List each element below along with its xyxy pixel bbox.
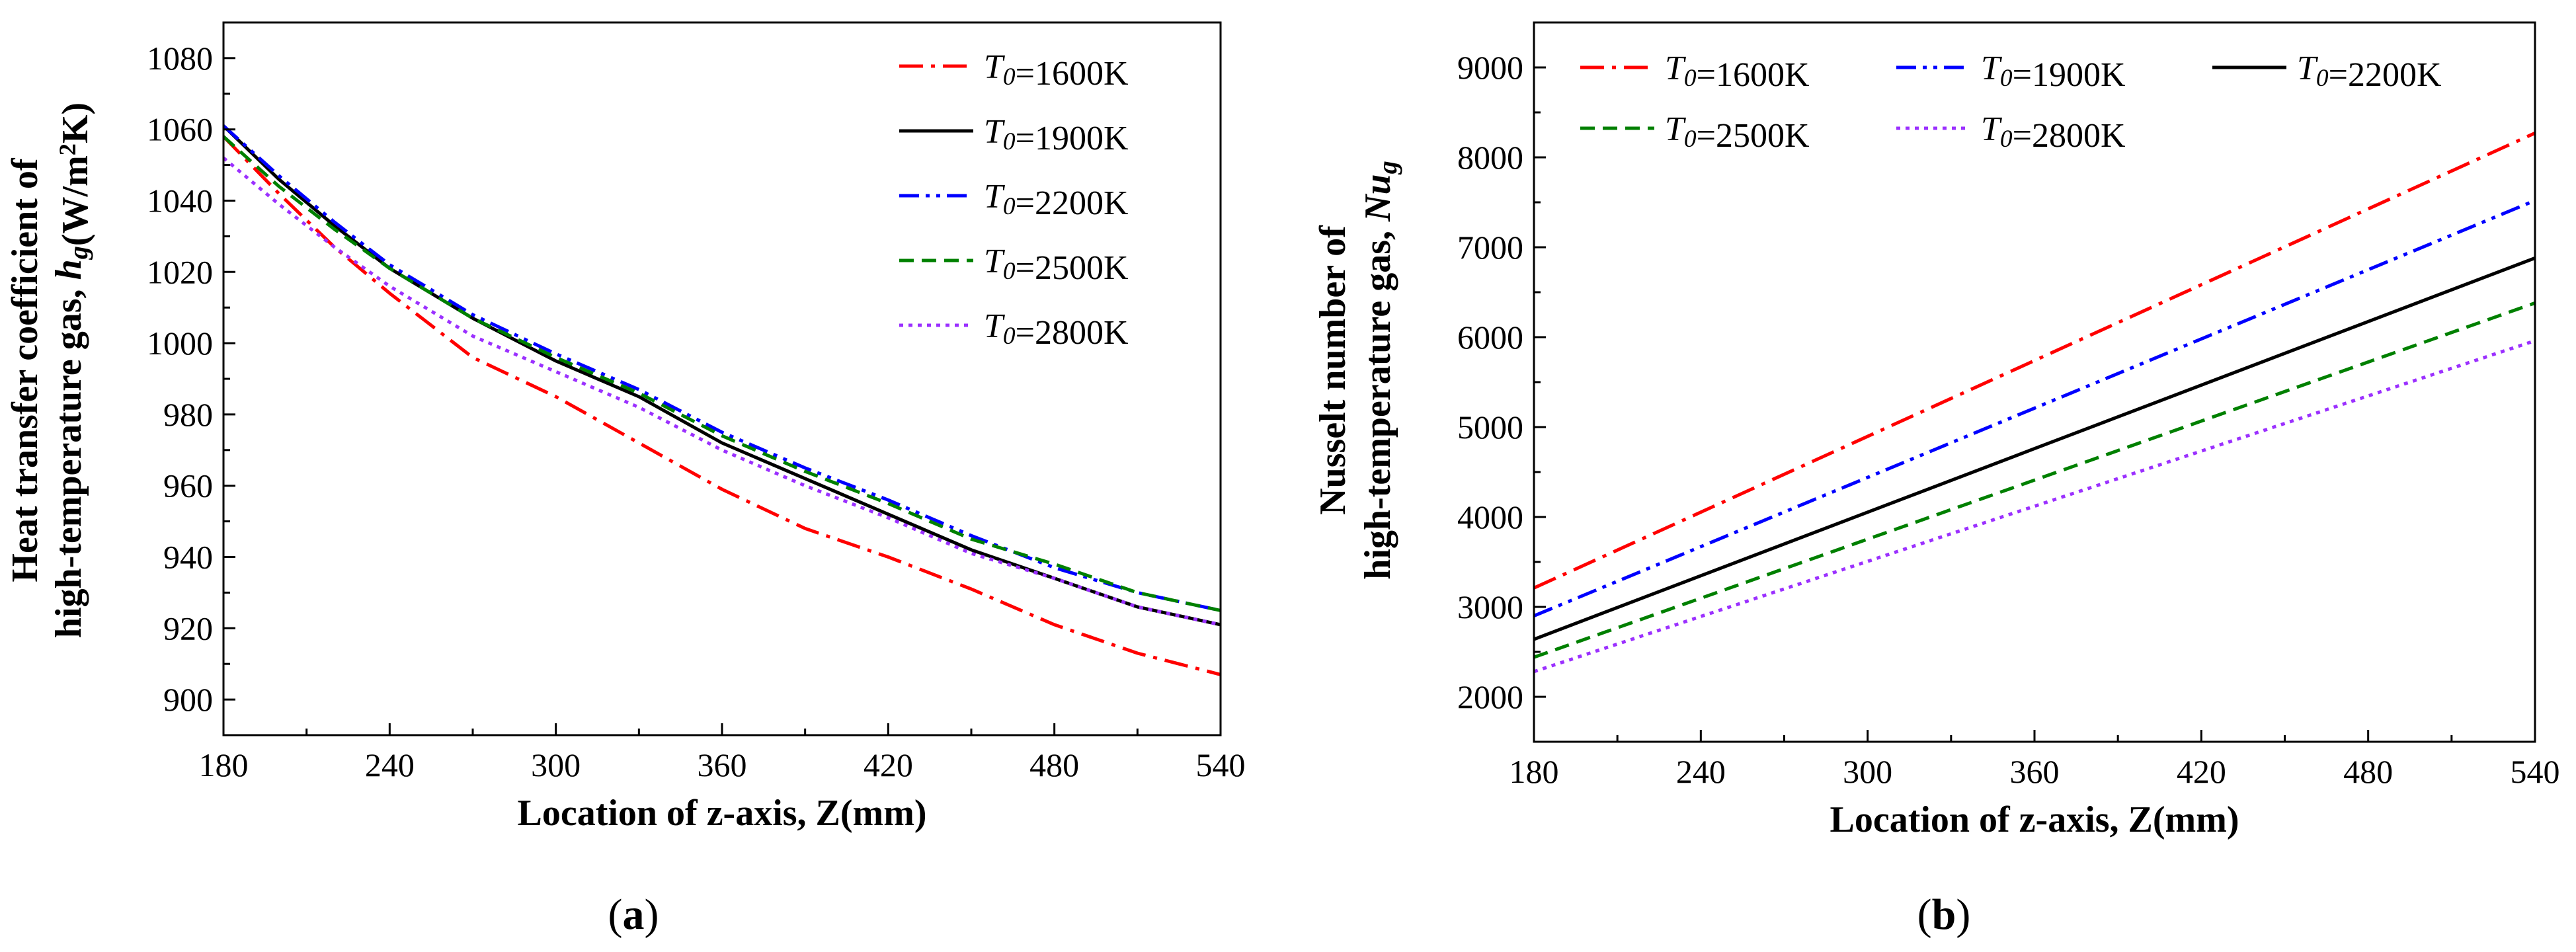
x-tick-label-b: 540	[2511, 753, 2560, 790]
legend-label-a-3: T0=2500K	[984, 243, 1129, 287]
y-tick-label-a: 1080	[147, 40, 213, 77]
x-tick-label-b: 300	[1843, 753, 1892, 790]
x-tick-label-a: 420	[864, 746, 913, 783]
legend-label-b-0: T0=1600K	[1665, 50, 1810, 94]
series-line-b-02500K	[1534, 301, 2535, 659]
x-tick-label-b: 180	[1509, 753, 1559, 790]
x-tick-label-b: 240	[1676, 753, 1726, 790]
series-line-b-02800K	[1534, 339, 2535, 674]
legend-label-b-2: T0=2200K	[2297, 50, 2442, 94]
y-axis-title-line2-a: high-temperature gas, hg(W/m2K)	[48, 102, 96, 638]
x-tick-label-a: 540	[1196, 746, 1246, 783]
y-tick-label-a: 960	[163, 467, 213, 504]
y-axis-title-line1-a: Heat transfer coefficient of	[5, 157, 46, 582]
y-tick-label-b: 6000	[1457, 319, 1523, 356]
y-tick-label-a: 1040	[147, 182, 213, 219]
y-axis-title-line2-b: high-temperature gas, Nug	[1357, 161, 1402, 580]
series-line-b-01600K	[1534, 132, 2535, 590]
y-tick-label-a: 1020	[147, 253, 213, 290]
series-line-a-02800K	[223, 156, 1221, 627]
x-tick-label-a: 480	[1029, 746, 1079, 783]
x-tick-label-a: 180	[199, 746, 249, 783]
legend-label-a-1: T0=1900K	[984, 113, 1129, 157]
y-tick-label-a: 920	[163, 610, 213, 647]
chart-panel-b: 180 240 300 360 420 480 540 2000 3000 4000 5000 600…	[1312, 21, 2560, 939]
x-tick-label-b: 360	[2010, 753, 2060, 790]
y-tick-label-b: 9000	[1457, 49, 1523, 86]
x-tick-label-b: 480	[2343, 753, 2393, 790]
y-tick-label-a: 900	[163, 681, 213, 718]
x-tick-label-a: 360	[698, 746, 747, 783]
legend-label-b-3: T0=2500K	[1665, 110, 1810, 155]
series-line-a-02500K	[223, 135, 1221, 612]
panel-label-b: (b)	[1917, 891, 1971, 939]
panel-label-a: (a)	[608, 891, 659, 939]
y-tick-label-b: 2000	[1457, 678, 1523, 715]
legend-label-a-0: T0=1600K	[984, 48, 1129, 93]
y-tick-label-b: 7000	[1457, 229, 1523, 266]
x-tick-label-b: 420	[2177, 753, 2226, 790]
y-tick-label-a: 1060	[147, 111, 213, 148]
legend-label-b-1: T0=1900K	[1981, 50, 2126, 94]
series-line-a-02200K	[223, 124, 1221, 612]
series-line-b-02200K	[1534, 256, 2535, 641]
y-tick-label-a: 1000	[147, 325, 213, 362]
series-line-b-01900K	[1534, 198, 2535, 617]
series-line-a-01900K	[223, 124, 1221, 627]
x-tick-label-a: 240	[365, 746, 415, 783]
legend-label-a-4: T0=2800K	[984, 307, 1129, 352]
y-tick-label-a: 940	[163, 539, 213, 576]
x-axis-title-a: Location of z-axis, Z(mm)	[517, 793, 926, 834]
x-tick-label-a: 300	[531, 746, 581, 783]
legend-label-b-4: T0=2800K	[1981, 110, 2126, 155]
y-tick-label-b: 8000	[1457, 139, 1523, 176]
legend-label-a-2: T0=2200K	[984, 178, 1129, 222]
y-axis-title-line1-b: Nusselt number of	[1312, 225, 1353, 515]
y-tick-label-b: 4000	[1457, 498, 1523, 536]
y-tick-label-b: 3000	[1457, 588, 1523, 625]
x-axis-title-b: Location of z-axis, Z(mm)	[1830, 799, 2239, 840]
series-line-a-01600K	[223, 135, 1221, 676]
y-tick-label-a: 980	[163, 396, 213, 433]
chart-panel-a: 180 240 300 360 420 480 540 900 920 940 960 980 1000…	[5, 21, 1246, 939]
y-tick-label-b: 5000	[1457, 409, 1523, 446]
